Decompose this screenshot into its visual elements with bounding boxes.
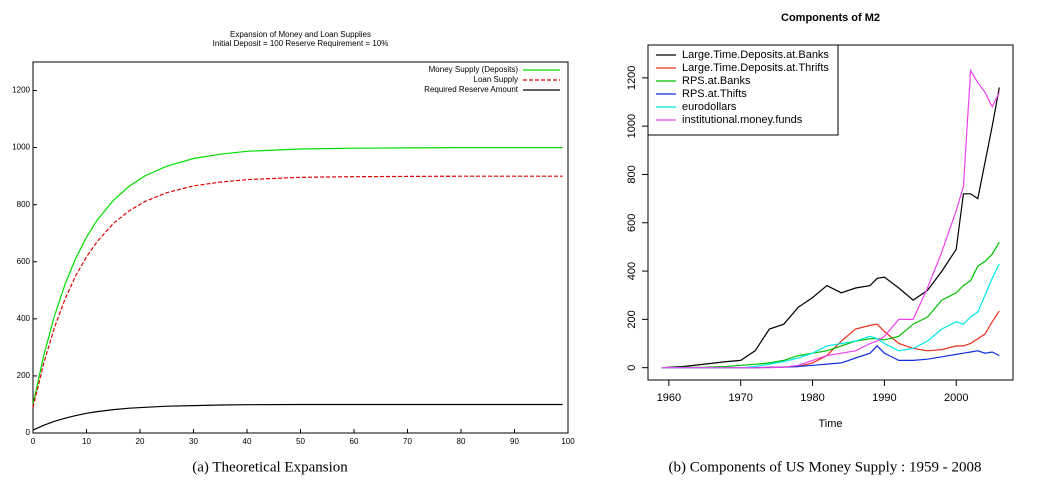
series-line: [661, 87, 1000, 369]
legend-label: Required Reserve Amount: [424, 85, 519, 94]
x-tick-label: 30: [189, 437, 198, 446]
legend-box: [647, 44, 839, 136]
x-tick-label: 10: [82, 437, 91, 446]
x-tick-label: 1970: [728, 392, 752, 404]
legend-label: Large.Time.Deposits.at.Banks: [682, 49, 829, 61]
legend-label: eurodollars: [682, 101, 737, 113]
x-tick-label: 70: [403, 437, 412, 446]
x-tick-label: 0: [31, 437, 36, 446]
y-tick-label: 600: [17, 257, 31, 266]
x-tick-label: 100: [561, 437, 575, 446]
y-tick-label: 1000: [626, 114, 638, 138]
x-tick-label: 80: [457, 437, 466, 446]
y-tick-label: 600: [626, 214, 638, 232]
x-tick-label: 1990: [872, 392, 896, 404]
y-tick-label: 800: [626, 165, 638, 183]
chart-subtitle: Initial Deposit = 100 Reserve Requiremen…: [213, 39, 389, 48]
y-tick-label: 200: [17, 371, 31, 380]
legend-label: Large.Time.Deposits.at.Thrifts: [682, 62, 829, 74]
x-tick-label: 50: [296, 437, 305, 446]
y-tick-label: 1000: [12, 143, 30, 152]
legend-label: institutional.money.funds: [682, 114, 803, 126]
series-line: [661, 241, 1000, 369]
y-tick-label: 200: [626, 310, 638, 328]
chart-title: Components of M2: [781, 12, 880, 24]
x-tick-label: 1960: [657, 392, 681, 404]
caption: (a) Theoretical Expansion: [192, 459, 348, 475]
series-line: [661, 68, 1000, 369]
x-tick-label: 40: [243, 437, 252, 446]
y-tick-label: 400: [17, 314, 31, 323]
chart-title: Expansion of Money and Loan Supplies: [230, 30, 371, 39]
legend-label: RPS.at.Thifts: [682, 88, 747, 100]
y-tick-label: 0: [626, 365, 638, 371]
x-tick-label: 20: [136, 437, 145, 446]
legend-label: Money Supply (Deposits): [429, 65, 519, 74]
y-tick-label: 0: [26, 428, 31, 437]
caption: (b) Components of US Money Supply : 1959…: [669, 459, 982, 475]
x-axis-label: Time: [818, 418, 842, 430]
y-tick-label: 1200: [12, 86, 30, 95]
x-tick-label: 2000: [944, 392, 968, 404]
x-tick-label: 90: [510, 437, 519, 446]
series-line: [661, 310, 1000, 369]
legend-label: Loan Supply: [474, 75, 518, 84]
plot-frame: [32, 61, 569, 434]
legend-label: RPS.at.Banks: [682, 75, 751, 87]
series-line: [32, 403, 563, 431]
series-line: [32, 147, 563, 405]
x-tick-label: 60: [350, 437, 359, 446]
series-line: [32, 175, 563, 408]
y-tick-label: 800: [17, 200, 31, 209]
y-tick-label: 400: [626, 262, 638, 280]
x-tick-label: 1980: [800, 392, 824, 404]
y-tick-label: 1200: [626, 66, 638, 90]
